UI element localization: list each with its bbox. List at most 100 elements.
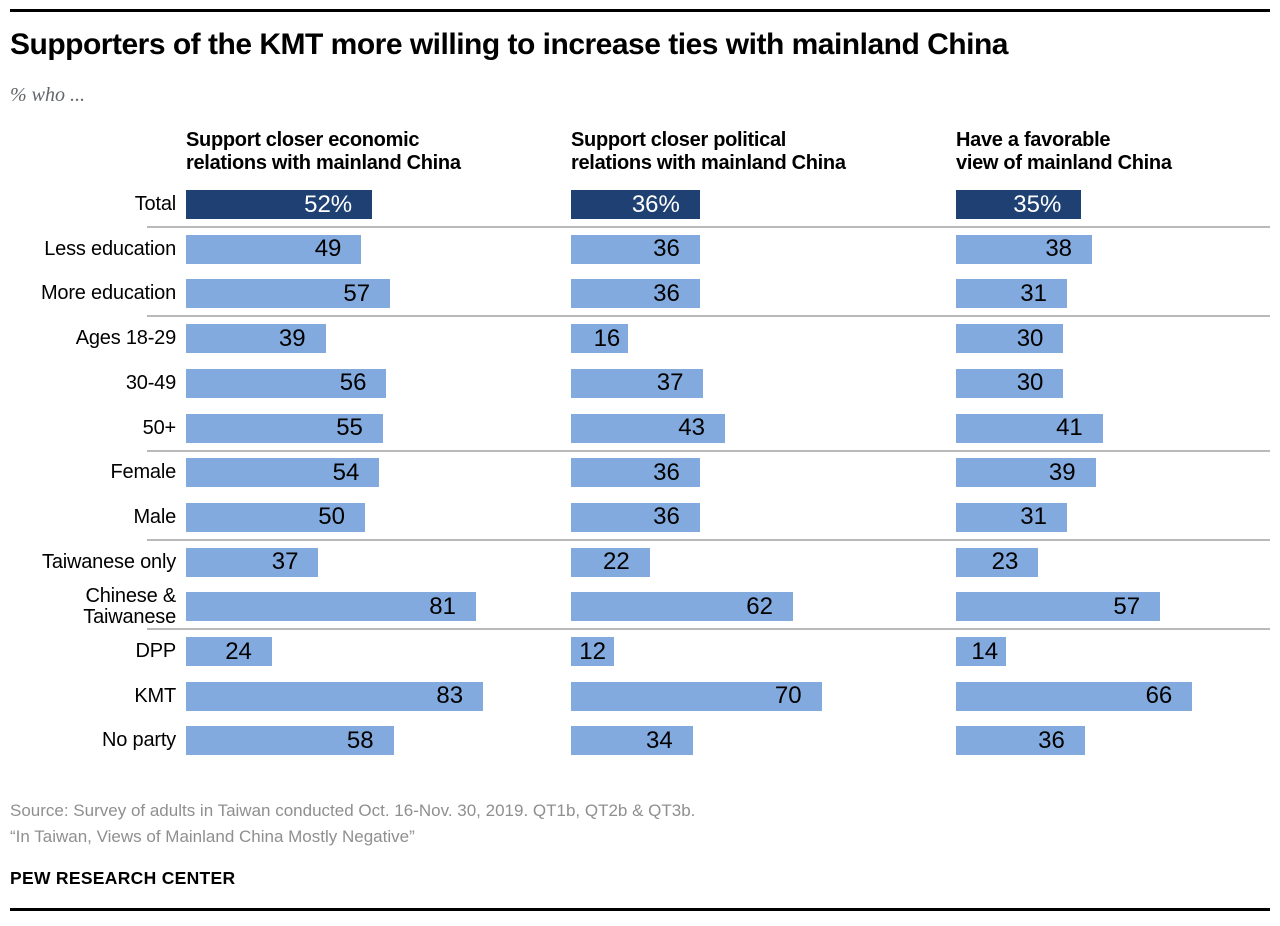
bar-value: 36 bbox=[653, 503, 680, 531]
bar-value: 34 bbox=[646, 726, 673, 754]
chart-row: Male 50 36 31 bbox=[0, 502, 1280, 547]
bar-value: 43 bbox=[678, 414, 705, 441]
bar-value: 39 bbox=[1048, 458, 1076, 486]
bar-economic: 58 bbox=[186, 726, 394, 756]
bar-economic: 54 bbox=[186, 458, 380, 488]
bar-political: 12 bbox=[571, 637, 614, 666]
bar-political: 36% bbox=[571, 190, 700, 219]
bar-political: 62 bbox=[571, 592, 793, 622]
bar-value: 23 bbox=[991, 548, 1019, 576]
bar-favorable: 31 bbox=[956, 279, 1067, 309]
chart-row: More education 57 36 31 bbox=[0, 278, 1280, 323]
bar-value: 81 bbox=[429, 592, 456, 620]
bar-economic: 81 bbox=[186, 592, 476, 622]
row-label: 30-49 bbox=[125, 371, 176, 394]
bar-favorable: 38 bbox=[956, 234, 1093, 264]
bar-value: 12 bbox=[579, 637, 606, 665]
group-separator bbox=[147, 315, 1270, 318]
bar-economic: 55 bbox=[186, 413, 383, 443]
bar-political: 22 bbox=[571, 547, 650, 577]
bar-favorable: 35% bbox=[956, 190, 1082, 219]
bar-favorable: 31 bbox=[956, 502, 1067, 532]
row-label: Less education bbox=[44, 237, 176, 260]
chart-row: Female 54 36 39 bbox=[0, 457, 1280, 502]
chart-row: 30-49 56 37 30 bbox=[0, 368, 1280, 413]
bar-economic: 56 bbox=[186, 368, 387, 398]
bar-value: 36 bbox=[1038, 726, 1065, 754]
row-label: No party bbox=[102, 729, 176, 752]
column-header-economic: Support closer economic relations with m… bbox=[186, 129, 461, 174]
group-separator bbox=[147, 538, 1270, 541]
bar-value: 36 bbox=[653, 458, 680, 486]
column-header-political: Support closer political relations with … bbox=[571, 129, 846, 174]
bar-economic: 50 bbox=[186, 502, 365, 532]
bar-value: 22 bbox=[603, 548, 630, 576]
bar-economic: 24 bbox=[186, 637, 272, 666]
bar-value: 30 bbox=[1016, 369, 1044, 397]
bar-political: 37 bbox=[571, 368, 704, 398]
bar-value: 37 bbox=[656, 369, 684, 397]
bar-value: 56 bbox=[339, 369, 367, 397]
bar-value: 55 bbox=[336, 414, 363, 441]
row-label: Female bbox=[110, 461, 177, 484]
bar-political: 70 bbox=[571, 681, 822, 711]
row-label: KMT bbox=[134, 684, 176, 707]
chart-row: Total 52% 36% 35% bbox=[0, 189, 1280, 234]
bar-value: 62 bbox=[746, 592, 773, 620]
group-separator bbox=[147, 449, 1270, 452]
top-rule bbox=[10, 9, 1270, 12]
bar-value: 52% bbox=[304, 190, 353, 218]
bar-value: 30 bbox=[1016, 324, 1044, 352]
bar-economic: 57 bbox=[186, 279, 391, 309]
bar-value: 35% bbox=[1013, 190, 1062, 218]
bar-value: 57 bbox=[343, 279, 371, 307]
bar-value: 54 bbox=[332, 458, 360, 486]
bar-political: 34 bbox=[571, 726, 693, 756]
bar-economic: 49 bbox=[186, 234, 362, 264]
bar-favorable: 30 bbox=[956, 368, 1064, 398]
row-label: Chinese & Taiwanese bbox=[83, 584, 176, 628]
bar-favorable: 14 bbox=[956, 637, 1007, 666]
bar-favorable: 36 bbox=[956, 726, 1085, 756]
bar-political: 36 bbox=[571, 502, 700, 532]
bar-value: 31 bbox=[1020, 279, 1047, 307]
bar-value: 14 bbox=[971, 637, 999, 665]
bar-value: 50 bbox=[318, 503, 345, 531]
row-label: DPP bbox=[135, 640, 176, 662]
bar-political: 43 bbox=[571, 413, 725, 443]
bar-value: 36% bbox=[631, 190, 680, 218]
bar-value: 36 bbox=[653, 279, 680, 307]
chart-row: Ages 18-29 39 16 30 bbox=[0, 323, 1280, 368]
bar-value: 37 bbox=[271, 548, 299, 576]
bar-value: 38 bbox=[1045, 235, 1073, 263]
bar-value: 16 bbox=[593, 324, 621, 352]
bar-value: 83 bbox=[436, 682, 464, 710]
bar-economic: 52% bbox=[186, 190, 373, 219]
bar-favorable: 41 bbox=[956, 413, 1103, 443]
column-header-favorable: Have a favorable view of mainland China bbox=[956, 129, 1172, 174]
bar-value: 58 bbox=[346, 726, 374, 754]
chart-row: No party 58 34 36 bbox=[0, 725, 1280, 770]
bar-favorable: 66 bbox=[956, 681, 1193, 711]
chart-row: Taiwanese only 37 22 23 bbox=[0, 547, 1280, 592]
group-separator bbox=[147, 226, 1270, 228]
bar-favorable: 57 bbox=[956, 592, 1161, 622]
bar-value: 66 bbox=[1145, 682, 1173, 710]
bar-economic: 37 bbox=[186, 547, 319, 577]
bar-favorable: 39 bbox=[956, 458, 1096, 488]
chart-subtitle: % who ... bbox=[10, 84, 85, 106]
brand: PEW RESEARCH CENTER bbox=[10, 868, 236, 888]
chart-row: KMT 83 70 66 bbox=[0, 681, 1280, 726]
bar-value: 24 bbox=[225, 637, 252, 665]
bar-economic: 39 bbox=[186, 324, 326, 354]
bar-value: 57 bbox=[1113, 592, 1141, 620]
source-note: Source: Survey of adults in Taiwan condu… bbox=[10, 798, 695, 850]
bar-political: 36 bbox=[571, 234, 700, 264]
row-label: 50+ bbox=[142, 416, 177, 439]
source-line-1: Source: Survey of adults in Taiwan condu… bbox=[10, 801, 696, 820]
group-separator bbox=[147, 628, 1270, 631]
row-label: Male bbox=[133, 505, 176, 528]
bar-political: 36 bbox=[571, 279, 700, 309]
row-label: More education bbox=[40, 282, 176, 305]
